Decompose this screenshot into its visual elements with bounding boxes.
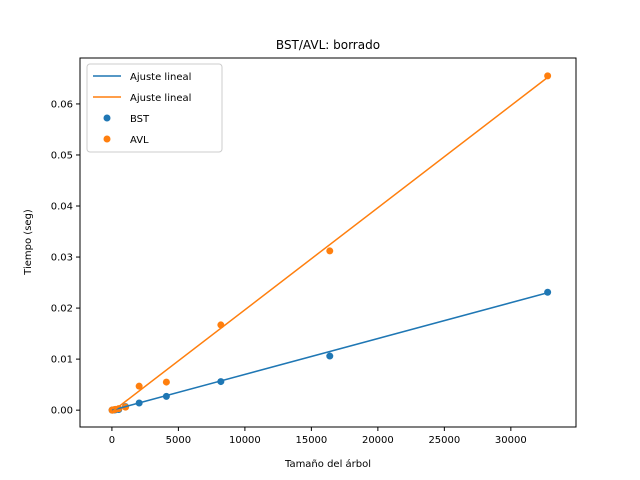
bst-point [326, 352, 334, 360]
fit-line [111, 76, 549, 413]
legend-box [86, 63, 223, 153]
avl-point [544, 72, 552, 80]
y-tick-label: 0.00 [51, 406, 73, 417]
x-tick-label: 20000 [362, 435, 394, 446]
legend-label-bst: BST [130, 114, 150, 125]
chart-title: BST/AVL: borrado [276, 38, 380, 52]
fit-line [111, 292, 548, 411]
x-tick-label: 5000 [166, 435, 191, 446]
x-axis: 0 5000 10000 15000 20000 25000 30000 [109, 427, 527, 446]
y-axis-label: Tiempo (seg) [23, 209, 34, 276]
x-axis-label: Tamaño del árbol [284, 458, 371, 470]
legend-label-avl-fit: Ajuste lineal [130, 93, 191, 104]
avl-point [162, 378, 170, 386]
legend: Ajuste lineal Ajuste lineal BST AVL [86, 63, 223, 153]
legend-marker-avl [103, 135, 111, 143]
x-tick-label: 10000 [229, 435, 261, 446]
x-tick-label: 25000 [428, 435, 460, 446]
y-tick-label: 0.04 [51, 202, 73, 213]
y-tick-label: 0.02 [51, 304, 73, 315]
series-layer [108, 72, 552, 414]
y-tick-label: 0.01 [51, 355, 73, 366]
avl-point [135, 382, 143, 390]
y-tick-label: 0.03 [51, 253, 73, 264]
fit-line-avl [111, 76, 549, 413]
y-axis: 0.00 0.01 0.02 0.03 0.04 0.05 0.06 [51, 99, 80, 417]
x-tick-label: 30000 [495, 435, 527, 446]
avl-point [326, 247, 334, 255]
x-tick-label: 15000 [295, 435, 327, 446]
legend-label-avl: AVL [130, 135, 149, 146]
y-tick-label: 0.06 [51, 99, 73, 110]
y-tick-label: 0.05 [51, 150, 73, 161]
legend-marker-bst [103, 114, 111, 122]
plot-frame [79, 57, 577, 428]
legend-label-bst-fit: Ajuste lineal [130, 72, 191, 83]
fit-line-bst [111, 292, 548, 411]
x-tick-label: 0 [109, 435, 115, 446]
bst-point [544, 288, 552, 296]
